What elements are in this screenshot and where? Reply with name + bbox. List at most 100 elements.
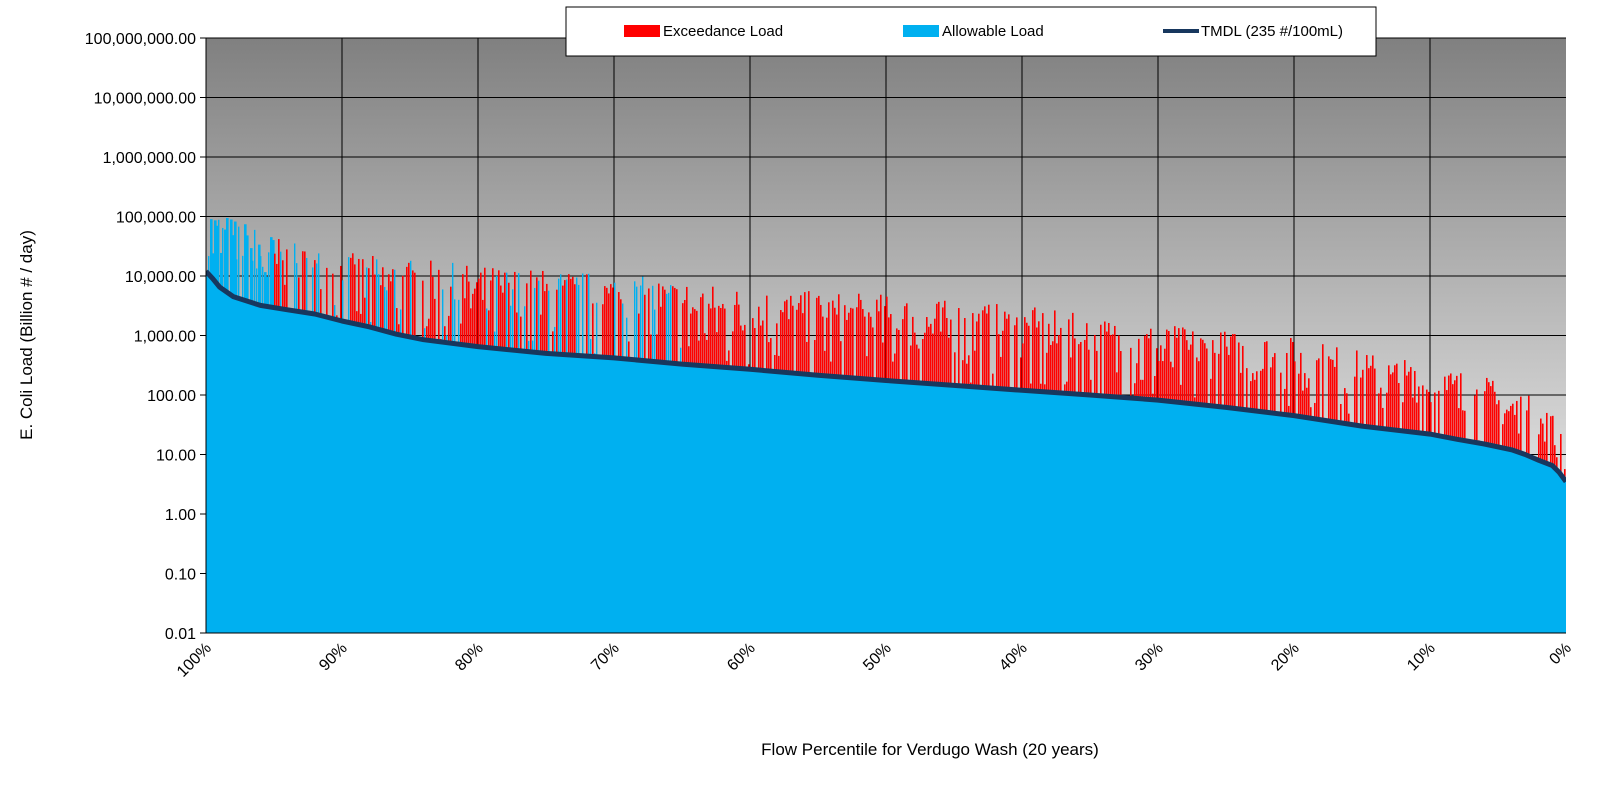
allowable-bar <box>1540 461 1543 633</box>
allowable-bar <box>1304 417 1307 633</box>
allowable-bar <box>1480 443 1483 633</box>
allowable-bar <box>1460 439 1463 633</box>
allowable-bar <box>352 323 355 633</box>
exceedance-bar <box>478 278 480 347</box>
allowable-bar <box>618 358 621 633</box>
exceedance-bar <box>1554 445 1556 469</box>
allowable-bar <box>1404 431 1407 633</box>
exceedance-bar <box>788 319 790 373</box>
exceedance-bar <box>896 328 898 382</box>
allowable-bar <box>598 356 601 633</box>
allowable-bar <box>594 356 597 633</box>
exceedance-bar <box>1418 386 1420 433</box>
allowable-bar <box>872 379 875 633</box>
allowable-bar <box>680 364 683 633</box>
allowable-bar <box>702 365 705 633</box>
allowable-bar <box>1462 440 1465 633</box>
allowable-bar <box>1142 398 1145 633</box>
allowable-bar <box>898 381 901 633</box>
allowable-bar <box>382 330 385 633</box>
allowable-bar <box>830 376 833 633</box>
allowable-bar <box>1160 400 1163 633</box>
allowable-bar <box>962 386 965 633</box>
allowable-bar <box>690 364 693 633</box>
allowable-bar <box>638 360 641 633</box>
allowable-bar <box>1508 449 1511 633</box>
legend-label-exceedance: Exceedance Load <box>663 23 783 40</box>
exceedance-bar <box>1332 359 1334 422</box>
allowable-bar <box>896 381 899 633</box>
allowable-bar <box>922 383 925 633</box>
x-tick-label: 40% <box>996 640 1031 675</box>
exceedance-bar <box>1544 441 1546 463</box>
allowable-bar <box>1072 393 1075 633</box>
allowable-bar <box>1520 453 1523 633</box>
allowable-bar <box>424 328 426 340</box>
exceedance-bar <box>658 283 660 363</box>
exceedance-bar <box>1034 307 1036 392</box>
allowable-bar <box>1046 392 1049 633</box>
allowable-bar <box>990 388 993 633</box>
exceedance-bar <box>1512 403 1514 451</box>
exceedance-bar <box>1498 400 1500 448</box>
allowable-bar <box>430 340 433 633</box>
allowable-bar <box>346 322 349 633</box>
exceedance-bar <box>1460 373 1462 440</box>
exceedance-bar <box>354 264 356 324</box>
exceedance-bar <box>710 308 712 367</box>
exceedance-bar <box>800 295 802 374</box>
exceedance-bar <box>278 239 280 309</box>
allowable-bar <box>614 282 616 359</box>
exceedance-bar <box>1148 338 1150 400</box>
exceedance-bar <box>500 285 502 349</box>
exceedance-bar <box>1394 365 1396 431</box>
exceedance-bar <box>1036 327 1038 392</box>
exceedance-bar <box>1174 326 1176 402</box>
allowable-bar <box>542 353 545 633</box>
allowable-bar <box>470 345 473 633</box>
exceedance-bar <box>1182 327 1184 403</box>
exceedance-bar <box>1072 312 1074 394</box>
exceedance-bar <box>826 317 828 376</box>
exceedance-bar <box>838 294 840 377</box>
allowable-bar <box>1150 399 1153 633</box>
allowable-bar <box>696 365 699 633</box>
exceedance-bar <box>1016 317 1018 390</box>
allowable-bar <box>1522 453 1525 633</box>
exceedance-bar <box>1330 359 1332 422</box>
allowable-bar <box>1090 395 1093 633</box>
allowable-bar <box>328 317 331 633</box>
exceedance-bar <box>928 326 930 384</box>
exceedance-bar <box>1206 348 1208 406</box>
exceedance-bar <box>1302 390 1304 418</box>
allowable-bar <box>930 383 933 633</box>
exceedance-bar <box>482 299 484 348</box>
allowable-bar <box>968 386 971 633</box>
allowable-bar <box>376 328 379 633</box>
allowable-bar <box>454 343 457 633</box>
allowable-bar <box>1454 438 1457 633</box>
allowable-bar <box>398 334 401 633</box>
exceedance-bar <box>986 313 988 388</box>
exceedance-bar <box>962 360 964 387</box>
exceedance-bar <box>1052 341 1054 393</box>
allowable-bar <box>400 309 402 336</box>
allowable-bar <box>1070 393 1073 633</box>
allowable-bar <box>1026 390 1029 633</box>
allowable-bar <box>672 363 675 633</box>
allowable-bar <box>614 358 617 633</box>
allowable-bar <box>290 310 293 633</box>
allowable-bar <box>1208 405 1211 633</box>
allowable-bar <box>870 379 873 633</box>
exceedance-bar <box>996 304 998 389</box>
allowable-bar <box>886 380 889 633</box>
exceedance-bar <box>732 331 734 369</box>
allowable-bar <box>746 369 749 633</box>
allowable-bar <box>1164 400 1167 633</box>
exceedance-bar <box>1514 414 1516 451</box>
allowable-bar <box>1284 414 1287 633</box>
allowable-bar <box>232 235 235 297</box>
allowable-bar <box>1254 410 1257 633</box>
exceedance-bar <box>752 318 754 370</box>
exceedance-bar <box>728 350 730 368</box>
